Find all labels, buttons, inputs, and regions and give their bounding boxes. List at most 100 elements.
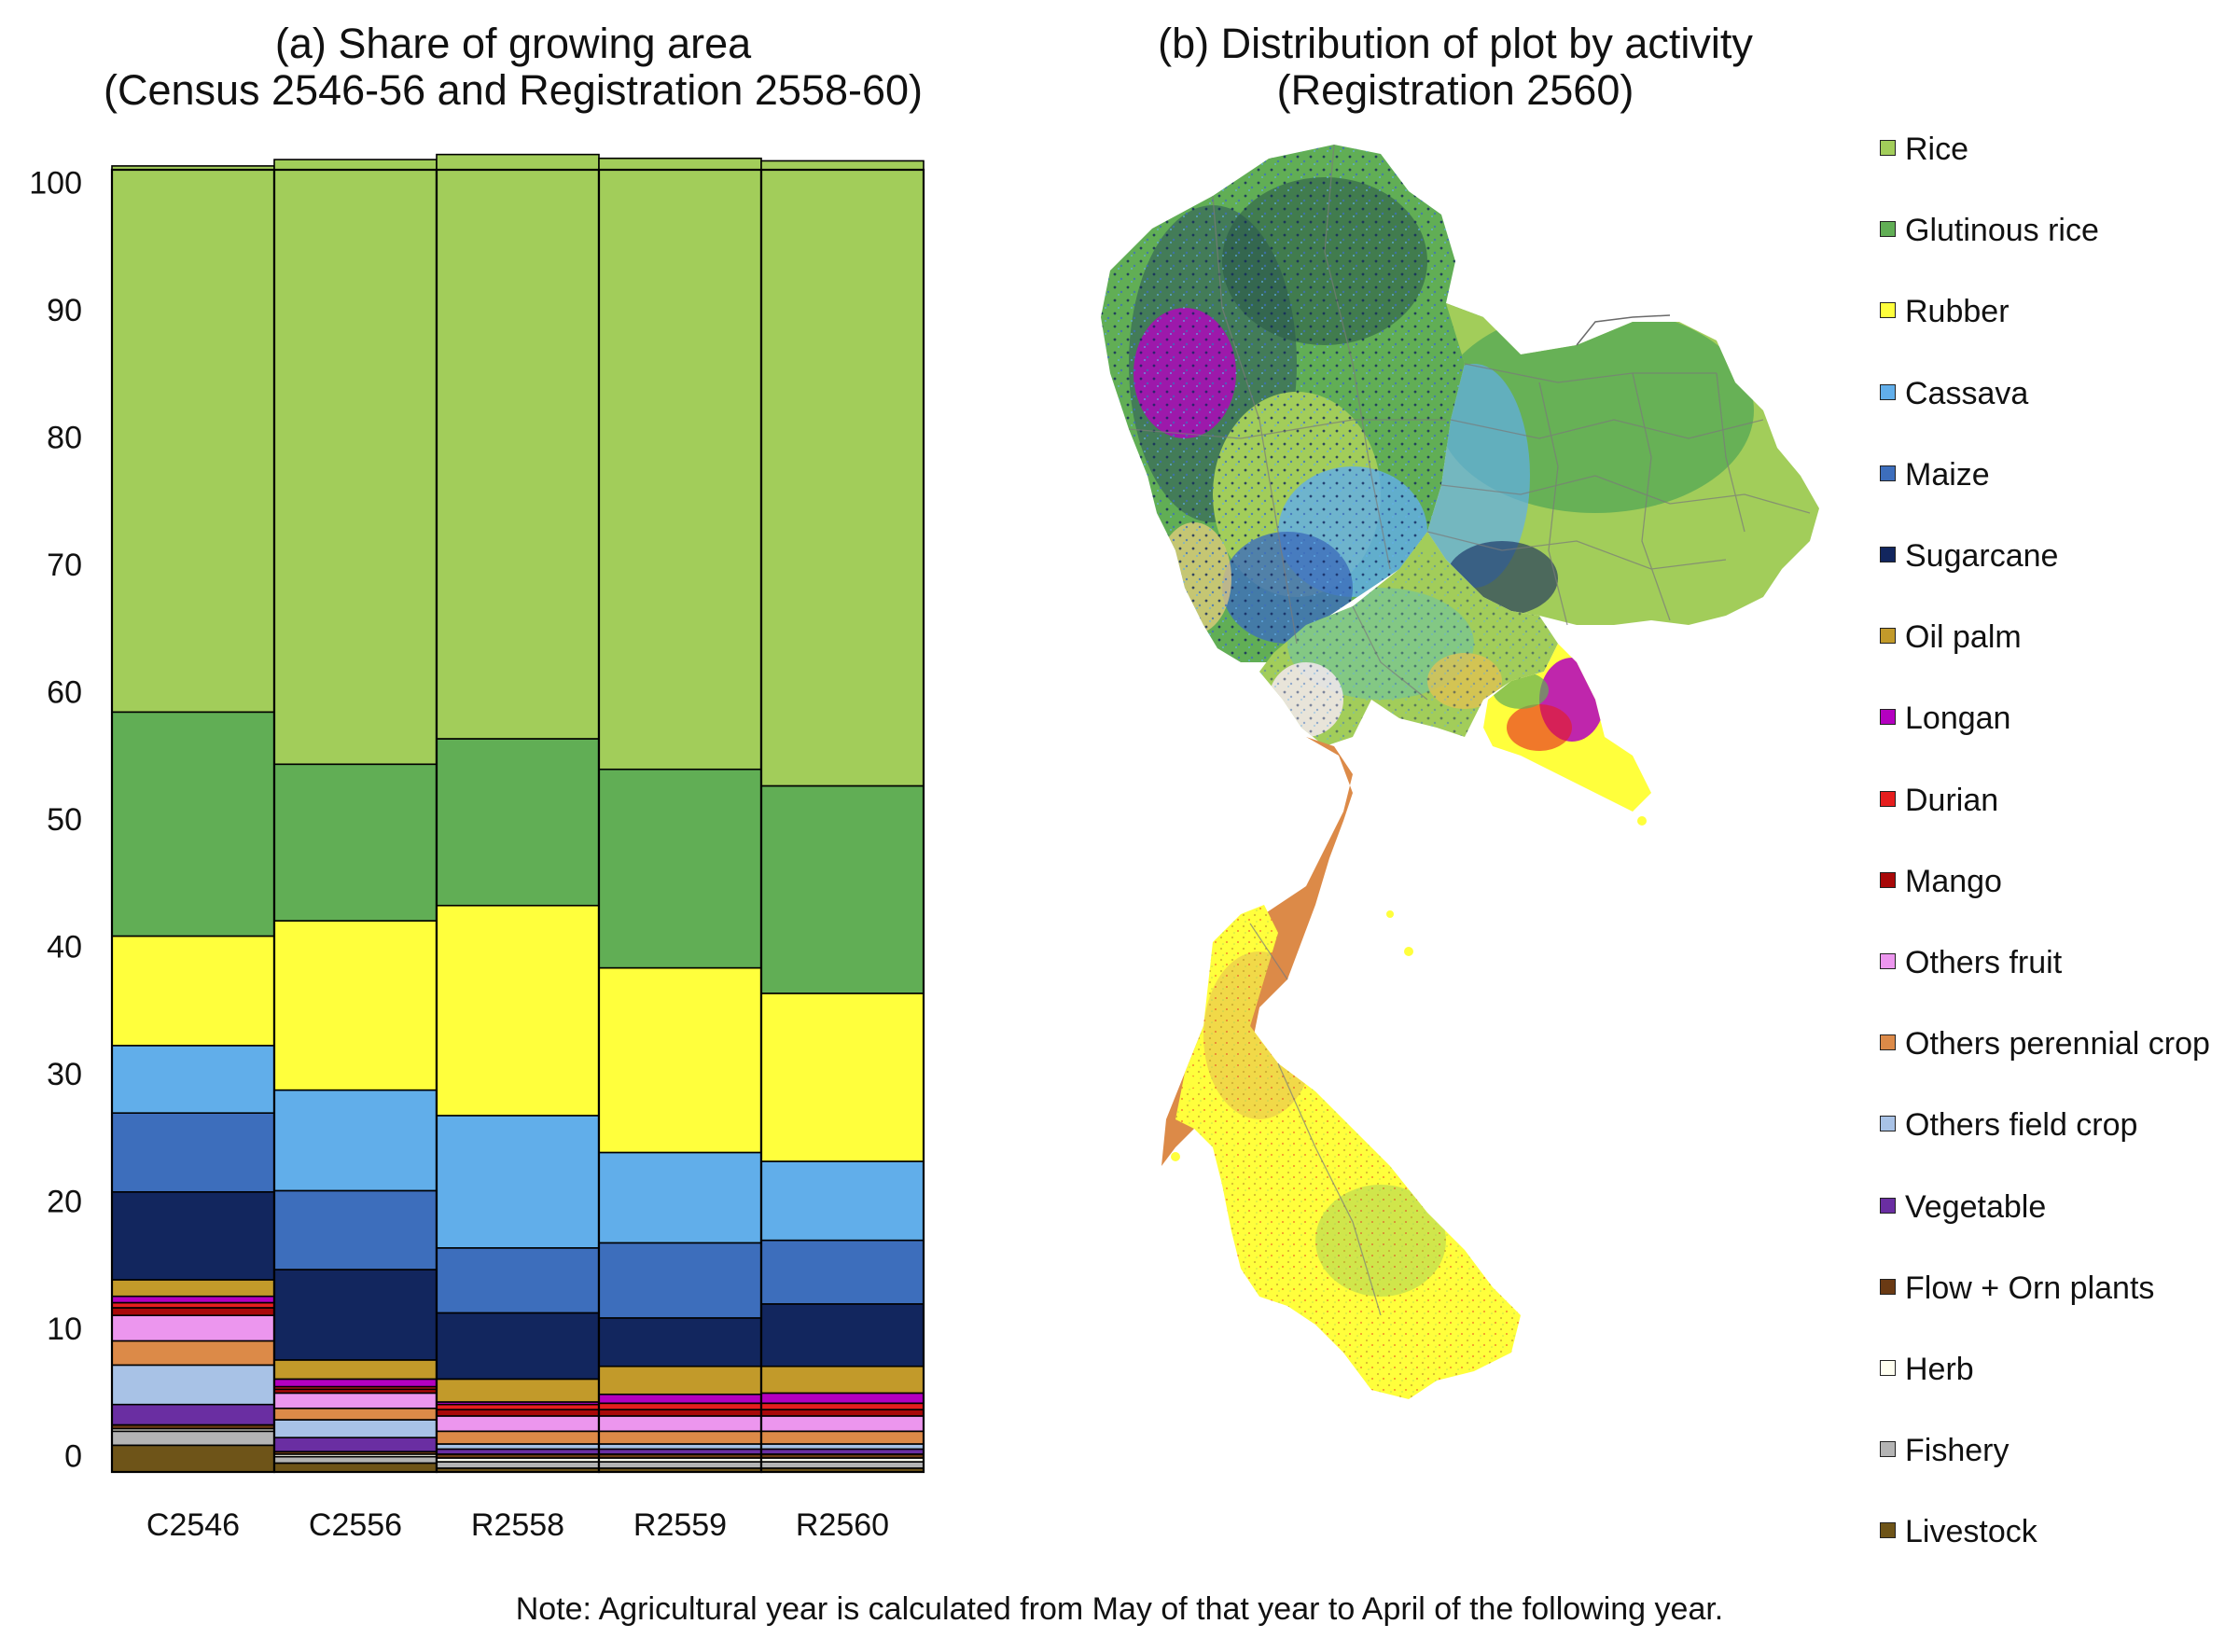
legend-swatch	[1880, 465, 1896, 481]
bar-segment-rice-r2560	[760, 160, 925, 787]
map-province-borders	[1128, 144, 1811, 1316]
legend-label: Livestock	[1905, 1514, 2037, 1550]
bar-segment-fishery-r2559	[598, 1461, 762, 1469]
y-tick-label: 100	[29, 166, 82, 201]
bar-segment-sugarcane-r2558	[436, 1312, 600, 1381]
legend-swatch	[1880, 383, 1896, 400]
bar-segment-others-field-crop-r2560	[760, 1443, 925, 1451]
bar-segment-others-fruit-r2560	[760, 1415, 925, 1433]
bar-segment-cassava-c2546	[111, 1045, 275, 1114]
legend-swatch	[1880, 547, 1896, 562]
y-tick-label: 50	[47, 802, 82, 838]
bar-segment-others-fruit-c2546	[111, 1314, 275, 1342]
bar-segment-others-field-crop-c2546	[111, 1364, 275, 1406]
bar-segment-others-perennial-crop-c2546	[111, 1340, 275, 1367]
bar-segment-cassava-r2558	[436, 1115, 600, 1249]
legend-label: Rubber	[1905, 294, 2010, 330]
bar-segment-mango-c2546	[111, 1307, 275, 1316]
bar-segment-sugarcane-c2556	[273, 1269, 438, 1361]
chart-a-title: (a) Share of growing area (Census 2546-5…	[37, 21, 989, 114]
bar-segment-durian-r2558	[436, 1403, 600, 1410]
y-tick-label: 30	[47, 1057, 82, 1092]
bar-segment-glutinous-rice-r2560	[760, 784, 925, 994]
legend-swatch	[1880, 871, 1896, 888]
bar-segment-others-perennial-crop-r2559	[598, 1430, 762, 1445]
legend-label: Glutinous rice	[1905, 213, 2099, 249]
chart-a-title-line1: (a) Share of growing area	[274, 20, 752, 67]
bar-segment-fishery-c2556	[273, 1455, 438, 1465]
bar-segment-rice-c2546	[111, 165, 275, 714]
map-region-northeast	[1427, 303, 1819, 625]
bar-segment-oil-palm-c2546	[111, 1279, 275, 1298]
bar-segment-durian-c2546	[111, 1301, 275, 1309]
map-b-title-line2: (Registration 2560)	[1276, 66, 1634, 114]
x-tick-label: R2558	[471, 1507, 564, 1543]
x-tick-label: C2546	[146, 1507, 240, 1543]
bar-segment-oil-palm-r2560	[760, 1365, 925, 1395]
bar-segment-fishery-r2558	[436, 1461, 600, 1469]
bar-segment-others-perennial-crop-c2556	[273, 1407, 438, 1421]
bar-segment-rubber-r2560	[760, 993, 925, 1162]
bar-segment-rubber-c2556	[273, 920, 438, 1091]
legend-swatch	[1880, 953, 1896, 969]
stacked-bar-chart: 0 10 20 30 40 50 60 70 80 90 100 C2546 C2556 R2558 R25…	[29, 153, 925, 1543]
legend-swatch	[1880, 221, 1896, 238]
bar-segment-rubber-c2546	[111, 935, 275, 1047]
bar-segment-rice-c2556	[273, 159, 438, 766]
bar-segment-fishery-r2560	[760, 1461, 925, 1469]
legend-label: Rice	[1905, 132, 1969, 167]
legend-label: Others perennial crop	[1905, 1026, 2210, 1062]
bar-segment-oil-palm-r2559	[598, 1365, 762, 1395]
legend-swatch	[1880, 790, 1896, 807]
y-tick-label: 60	[47, 674, 82, 710]
bar-segment-livestock-c2546	[111, 1444, 275, 1473]
map-laos-border-outline	[1576, 314, 1671, 346]
x-tick-label: R2560	[796, 1507, 889, 1543]
y-tick-label: 20	[47, 1184, 82, 1219]
bar-segment-fishery-c2546	[111, 1430, 275, 1447]
legend-label: Cassava	[1905, 375, 2029, 411]
legend-label: Maize	[1905, 456, 1990, 493]
legend-swatch	[1880, 628, 1896, 645]
bar-segment-oil-palm-r2558	[436, 1378, 600, 1403]
bar-segment-cassava-c2556	[273, 1089, 438, 1192]
bar-segment-maize-r2558	[436, 1247, 600, 1314]
x-tick-label: R2559	[633, 1507, 727, 1543]
bar-segment-durian-r2560	[760, 1402, 925, 1410]
map-region-south	[1175, 905, 1521, 1399]
bar-segment-mango-r2558	[436, 1409, 600, 1417]
y-tick-label: 80	[47, 421, 82, 456]
legend-swatch	[1880, 1441, 1896, 1458]
bar-segment-vegetable-r2560	[760, 1448, 925, 1455]
map-b-title-line1: (b) Distribution of plot by activity	[1158, 20, 1753, 67]
legend-swatch	[1880, 709, 1896, 726]
bar-segment-glutinous-rice-r2559	[598, 768, 762, 969]
legend-label: Flow + Orn plants	[1905, 1270, 2155, 1306]
legend-label: Sugarcane	[1905, 538, 2059, 574]
y-tick-label: 10	[47, 1312, 82, 1347]
legend-label: Mango	[1905, 863, 2002, 899]
legend-label: Vegetable	[1905, 1188, 2047, 1225]
legend-swatch	[1880, 140, 1896, 156]
bar-segment-longan-r2560	[760, 1392, 925, 1405]
legend-swatch	[1880, 1116, 1896, 1132]
bar-segment-mango-r2560	[760, 1409, 925, 1417]
legend-label: Longan	[1905, 701, 2011, 737]
bar-segment-cassava-r2560	[760, 1160, 925, 1242]
thailand-activity-map	[1101, 144, 1819, 1399]
bar-segment-vegetable-c2546	[111, 1403, 275, 1426]
legend-label: Herb	[1905, 1352, 1974, 1387]
bar-segment-sugarcane-r2560	[760, 1303, 925, 1367]
bar-segment-maize-r2559	[598, 1242, 762, 1319]
legend-swatch	[1880, 1034, 1896, 1051]
bar-segment-durian-r2559	[598, 1402, 762, 1410]
bar-segment-oil-palm-c2556	[273, 1359, 438, 1381]
legend-swatch	[1880, 1360, 1896, 1376]
bar-segment-glutinous-rice-c2556	[273, 763, 438, 922]
bar-segment-others-perennial-crop-r2558	[436, 1430, 600, 1445]
legend-label: Others fruit	[1905, 945, 2063, 980]
bar-segment-others-perennial-crop-r2560	[760, 1430, 925, 1445]
bar-segment-rice-r2558	[436, 153, 600, 740]
bar-segment-maize-c2546	[111, 1112, 275, 1193]
bar-segment-sugarcane-r2559	[598, 1317, 762, 1367]
